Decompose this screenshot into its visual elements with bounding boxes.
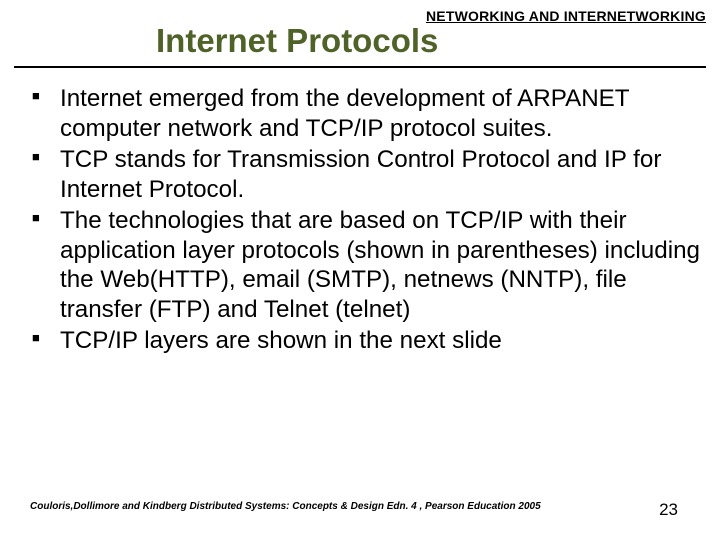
bullet-list: Internet emerged from the development of… <box>30 84 700 356</box>
content-area: Internet emerged from the development of… <box>30 84 700 358</box>
slide-title: Internet Protocols <box>156 22 438 60</box>
list-item: Internet emerged from the development of… <box>30 84 700 143</box>
slide: NETWORKING AND INTERNETWORKING Internet … <box>0 0 720 540</box>
list-item: The technologies that are based on TCP/I… <box>30 206 700 324</box>
footer-citation: Couloris,Dollimore and Kindberg Distribu… <box>30 501 541 512</box>
list-item: TCP/IP layers are shown in the next slid… <box>30 326 700 356</box>
page-number: 23 <box>659 500 678 520</box>
title-rule <box>14 66 706 68</box>
list-item: TCP stands for Transmission Control Prot… <box>30 145 700 204</box>
header-label: NETWORKING AND INTERNETWORKING <box>426 8 706 24</box>
